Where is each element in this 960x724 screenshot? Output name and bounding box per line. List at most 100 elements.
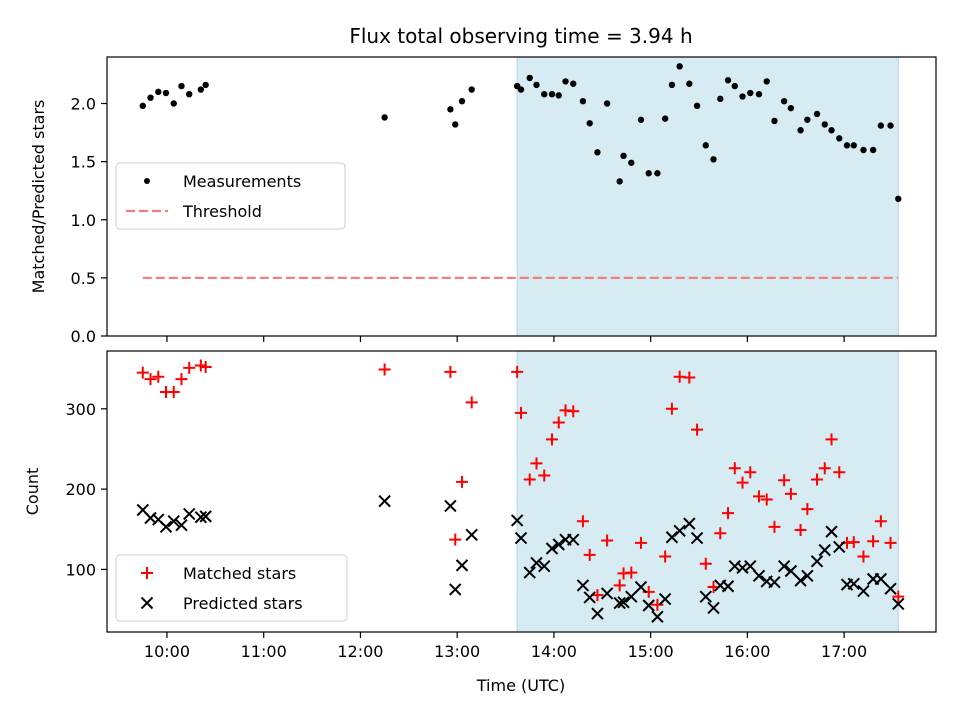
data-point xyxy=(175,373,188,386)
data-point xyxy=(616,178,623,185)
data-point xyxy=(752,569,766,583)
data-point xyxy=(874,572,888,586)
data-point xyxy=(768,576,781,589)
data-point xyxy=(533,81,540,89)
ratio-panel: 0.0 0.5 1.0 1.5 2.0 Matched/Predicted stars Me… xyxy=(29,56,937,346)
x-axis-label: Time (UTC) xyxy=(476,676,565,695)
data-point xyxy=(155,88,162,96)
data-point xyxy=(579,97,587,105)
series-matched-stars xyxy=(136,359,905,611)
data-point xyxy=(167,514,180,528)
data-point xyxy=(843,142,851,149)
data-point xyxy=(752,490,765,503)
data-point xyxy=(778,474,791,487)
data-point xyxy=(818,462,831,475)
data-point xyxy=(780,97,788,105)
data-point xyxy=(449,533,462,546)
count-panel: 10:00 11:00 12:00 13:00 14:00 15:00 16:00 17:00… xyxy=(23,350,937,661)
data-point xyxy=(847,577,860,591)
legend-marker xyxy=(144,178,150,184)
data-point xyxy=(884,582,897,595)
x-tick-label: 14:00 xyxy=(531,642,577,661)
data-point xyxy=(552,538,565,551)
x-tick-label: 16:00 xyxy=(724,642,770,661)
data-point xyxy=(178,82,185,90)
data-point xyxy=(771,117,778,125)
data-point xyxy=(199,361,212,374)
legend-label: Matched stars xyxy=(183,564,296,583)
data-point xyxy=(787,104,795,112)
data-point xyxy=(634,536,647,549)
data-point xyxy=(620,152,627,160)
data-point xyxy=(801,503,814,516)
chart-title: Flux total observing time = 3.94 h xyxy=(349,24,692,48)
data-point xyxy=(634,580,648,594)
data-point xyxy=(170,100,177,107)
data-point xyxy=(183,507,196,521)
data-point xyxy=(567,405,580,418)
data-point xyxy=(465,396,478,409)
data-point xyxy=(523,473,536,486)
data-point xyxy=(139,102,146,110)
y-tick-label: 0.5 xyxy=(71,269,96,288)
data-point xyxy=(884,536,897,549)
data-point xyxy=(710,156,717,163)
data-point xyxy=(699,557,712,570)
data-point xyxy=(683,517,696,530)
data-point xyxy=(381,114,388,121)
legend-box xyxy=(115,554,348,622)
data-point xyxy=(159,520,173,534)
y-tick-label: 300 xyxy=(65,400,96,419)
data-point xyxy=(691,423,704,436)
data-point xyxy=(892,590,905,603)
data-point xyxy=(552,416,565,429)
data-point xyxy=(152,370,165,383)
y-tick-label: 1.5 xyxy=(71,153,96,172)
data-point xyxy=(642,599,655,612)
y-tick-label: 2.0 xyxy=(71,95,96,114)
plot-frame xyxy=(106,56,937,337)
shaded-region xyxy=(516,56,899,337)
data-point xyxy=(199,510,212,523)
data-point xyxy=(510,514,524,527)
data-point xyxy=(728,462,741,475)
x-tick-label: 17:00 xyxy=(821,642,867,661)
data-point xyxy=(690,531,704,545)
data-point xyxy=(197,86,205,93)
data-point xyxy=(517,86,525,93)
data-point xyxy=(867,535,880,548)
data-point xyxy=(825,433,838,446)
data-point xyxy=(468,86,475,93)
data-point xyxy=(538,559,551,573)
legend: Measurements Threshold xyxy=(115,162,346,230)
data-point xyxy=(717,95,724,103)
y-axis-label: Matched/Predicted stars xyxy=(29,100,48,294)
data-point xyxy=(562,78,569,85)
data-point xyxy=(797,127,804,134)
legend-marker xyxy=(140,596,154,610)
data-point xyxy=(523,566,536,579)
data-point xyxy=(603,100,611,107)
data-point xyxy=(665,402,678,415)
data-point xyxy=(801,569,814,583)
data-point xyxy=(530,457,543,470)
data-point xyxy=(686,80,693,87)
x-tick-label: 10:00 xyxy=(144,642,190,661)
data-point xyxy=(183,361,196,374)
data-point xyxy=(699,590,712,603)
data-point xyxy=(545,542,559,555)
data-point xyxy=(583,591,596,604)
data-point xyxy=(768,520,781,533)
data-point xyxy=(784,564,798,578)
data-point xyxy=(683,371,696,384)
data-point xyxy=(895,195,902,203)
data-point xyxy=(194,510,208,524)
y-tick-label: 1.0 xyxy=(71,211,96,230)
data-point xyxy=(860,146,867,154)
data-point xyxy=(378,494,391,508)
data-point xyxy=(594,149,601,156)
data-point xyxy=(887,122,894,129)
data-point xyxy=(628,159,635,166)
x-tick-label: 12:00 xyxy=(337,642,383,661)
data-point xyxy=(465,528,478,542)
